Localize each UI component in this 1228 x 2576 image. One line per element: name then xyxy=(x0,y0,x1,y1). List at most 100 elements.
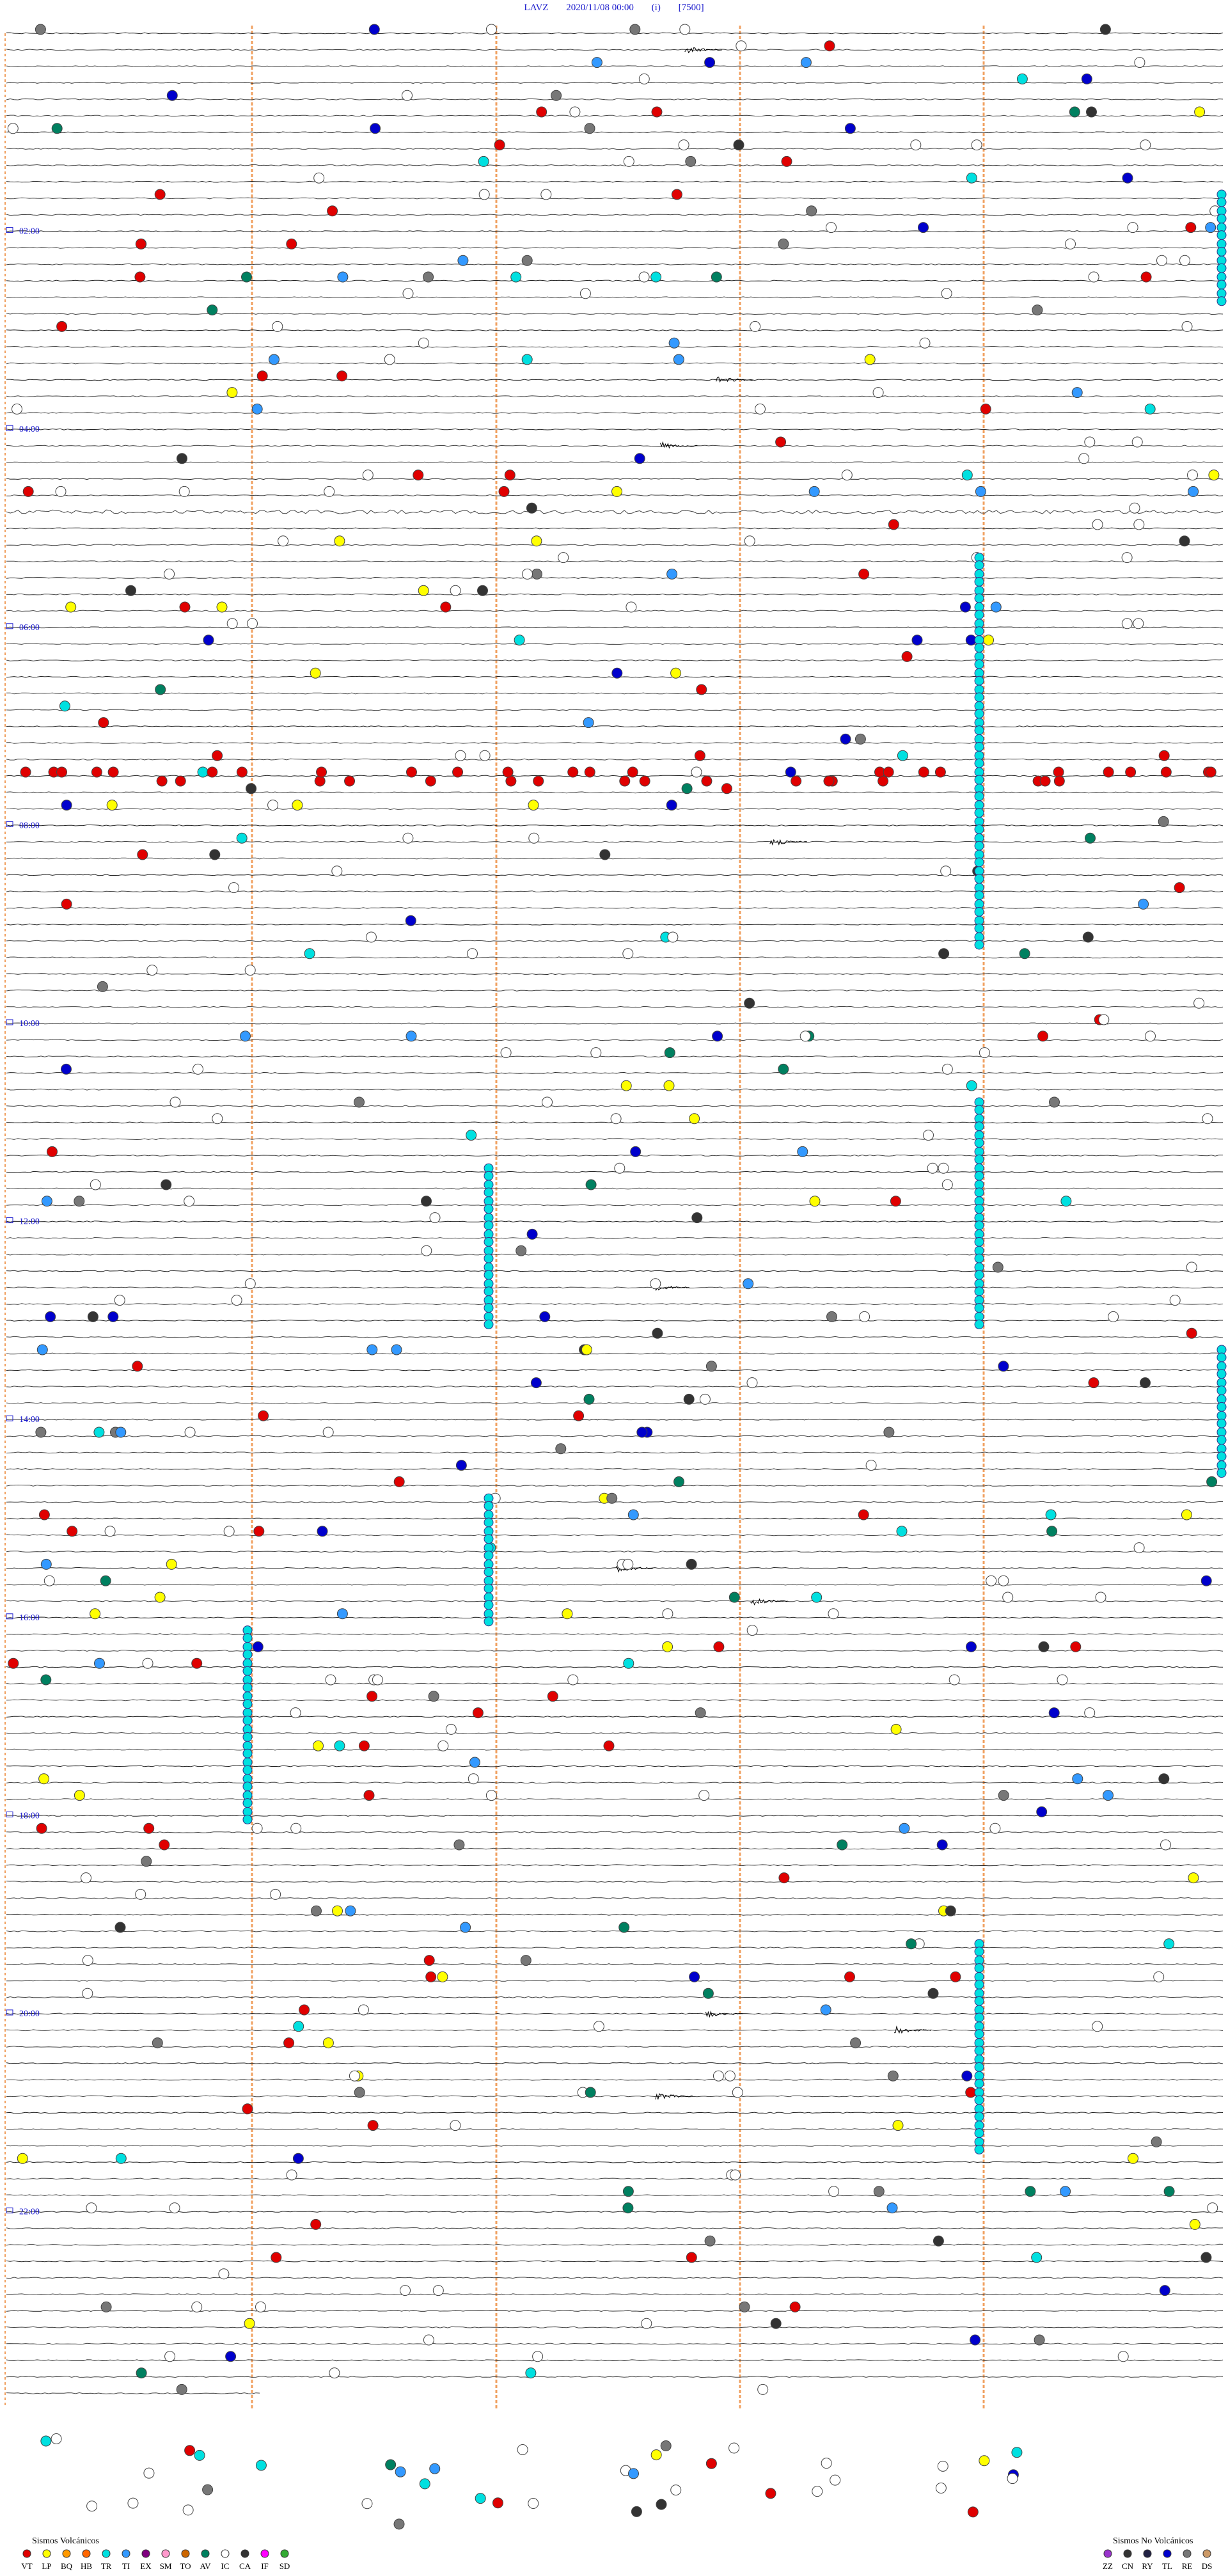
event-marker xyxy=(1205,222,1216,233)
event-marker xyxy=(191,1657,203,1669)
legend-swatch xyxy=(221,2549,230,2558)
event-marker xyxy=(821,2458,832,2469)
legend-code: VT xyxy=(21,2561,32,2571)
event-marker xyxy=(314,775,326,787)
event-marker xyxy=(551,90,562,101)
tremor-marker xyxy=(484,1187,494,1197)
event-marker xyxy=(1144,403,1156,415)
tremor-marker xyxy=(242,1682,253,1693)
event-marker xyxy=(313,172,325,184)
event-marker xyxy=(558,552,569,564)
event-marker xyxy=(746,1377,758,1389)
event-marker xyxy=(530,1377,542,1389)
event-marker xyxy=(1140,139,1151,151)
trace xyxy=(6,1633,1224,1636)
trace xyxy=(6,1847,1224,1850)
tremor-marker xyxy=(484,1286,494,1297)
tremor-marker xyxy=(974,1947,984,1957)
event-marker xyxy=(166,1558,177,1570)
event-marker xyxy=(100,2301,112,2312)
event-marker xyxy=(522,568,533,580)
event-marker xyxy=(531,568,542,580)
event-marker xyxy=(770,2318,782,2329)
event-marker xyxy=(258,1410,269,1421)
event-marker xyxy=(579,288,591,299)
event-marker xyxy=(526,1228,538,1240)
event-marker xyxy=(372,1674,383,1686)
event-marker xyxy=(824,40,835,52)
trace xyxy=(6,1418,1224,1421)
burst xyxy=(652,1284,689,1292)
event-marker xyxy=(247,618,258,629)
event-marker xyxy=(494,139,505,151)
trace xyxy=(6,1881,1224,1883)
trace xyxy=(6,1435,1224,1437)
event-marker xyxy=(1060,1196,1072,1207)
legend-swatch xyxy=(240,2549,249,2558)
event-marker xyxy=(526,502,537,514)
legend-code: TI xyxy=(122,2561,130,2571)
event-marker xyxy=(65,601,77,613)
event-marker xyxy=(354,1096,365,1108)
tremor-marker xyxy=(974,1979,984,1989)
event-marker xyxy=(161,1179,172,1190)
event-marker xyxy=(828,2186,840,2197)
event-marker xyxy=(293,2021,304,2032)
event-marker xyxy=(425,775,436,787)
event-marker xyxy=(452,766,464,778)
event-marker xyxy=(998,1575,1009,1586)
events xyxy=(7,24,1227,2530)
event-marker xyxy=(967,2506,979,2518)
event-marker xyxy=(492,2497,503,2509)
tremor-marker xyxy=(974,2128,984,2138)
event-marker xyxy=(585,2087,596,2098)
event-marker xyxy=(61,800,72,811)
event-marker xyxy=(1078,453,1090,464)
tremor-marker xyxy=(974,1221,984,1231)
tremor-marker xyxy=(974,560,984,571)
event-marker xyxy=(728,1592,740,1603)
tremor-marker xyxy=(484,1567,494,1577)
event-marker xyxy=(938,1162,949,1174)
event-marker xyxy=(337,271,349,283)
event-marker xyxy=(40,1558,52,1570)
event-marker xyxy=(1205,766,1216,778)
event-marker xyxy=(584,123,595,134)
event-marker xyxy=(197,766,209,778)
event-marker xyxy=(1200,2252,1212,2263)
label-box xyxy=(6,1019,13,1025)
event-marker xyxy=(226,618,238,629)
event-marker xyxy=(184,2445,196,2456)
event-marker xyxy=(590,1047,602,1059)
event-marker xyxy=(1007,2473,1018,2485)
event-marker xyxy=(826,1311,837,1322)
event-marker xyxy=(698,1790,710,1801)
tremor-marker xyxy=(974,2029,984,2039)
event-marker xyxy=(800,57,812,68)
event-marker xyxy=(989,1822,1001,1834)
tremor-marker xyxy=(974,741,984,752)
legend-title: Sismos Volcánicos xyxy=(32,2536,99,2546)
legend-swatch xyxy=(1123,2549,1132,2558)
trace xyxy=(6,214,1223,216)
event-marker xyxy=(532,2351,544,2362)
event-marker xyxy=(1189,2218,1200,2230)
event-marker xyxy=(104,1526,116,1537)
event-marker xyxy=(135,238,146,249)
burst xyxy=(769,839,807,846)
event-marker xyxy=(623,155,634,167)
event-marker xyxy=(583,717,594,729)
event-marker xyxy=(1103,1790,1114,1801)
trace xyxy=(6,2359,1224,2362)
event-marker xyxy=(1046,1526,1058,1537)
tremor-marker xyxy=(974,824,984,834)
trace xyxy=(6,1253,1224,1256)
event-marker xyxy=(1121,618,1133,629)
event-marker xyxy=(1133,519,1145,530)
legend-code: RY xyxy=(1142,2561,1153,2571)
event-marker xyxy=(212,1113,223,1125)
legend-swatch xyxy=(1103,2549,1112,2558)
trace xyxy=(6,857,1224,860)
trace xyxy=(6,1947,1224,1949)
legend-code: IF xyxy=(261,2561,269,2571)
